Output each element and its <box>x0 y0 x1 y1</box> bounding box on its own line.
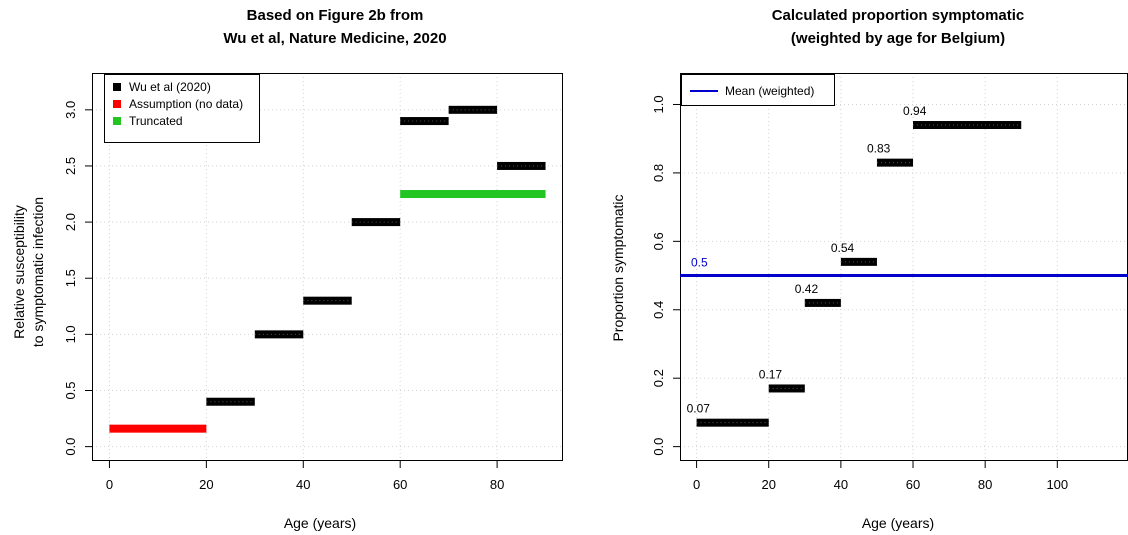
chart1-y-tick-label: 0.8 <box>651 164 666 182</box>
chart0-y-tick-label: 0.0 <box>63 438 78 456</box>
chart0-y-tick-label: 3.0 <box>63 101 78 119</box>
chart0-segment <box>400 190 546 199</box>
chart0-x-tick-label: 0 <box>106 477 113 492</box>
chart1-y-tick-label: 0.2 <box>651 369 666 387</box>
chart1-y-axis-label: Proportion symptomatic <box>610 194 626 341</box>
chart0-x-tick-label: 40 <box>296 477 310 492</box>
chart0-legend-swatch <box>113 100 121 108</box>
chart1-y-tick-label: 1.0 <box>651 95 666 113</box>
chart1-x-tick-label: 0 <box>693 477 700 492</box>
chart1-x-tick-label: 20 <box>761 477 775 492</box>
chart1-data-label: 0.17 <box>759 367 783 381</box>
chart0-plot-frame <box>92 73 563 461</box>
chart1-mean-label: 0.5 <box>691 256 708 270</box>
chart0-x-axis-label: Age (years) <box>284 515 356 531</box>
chart1-x-axis-label: Age (years) <box>862 515 934 531</box>
chart1-title-line: Calculated proportion symptomatic <box>772 7 1025 24</box>
chart1-plot-frame <box>680 73 1128 461</box>
chart1-y-tick-label: 0.0 <box>651 438 666 456</box>
chart0-y-axis-label: Relative susceptibility <box>11 205 27 339</box>
chart1-x-tick-label: 100 <box>1046 477 1068 492</box>
chart1-x-tick-label: 80 <box>978 477 992 492</box>
chart0-y-tick-label: 0.5 <box>63 381 78 399</box>
chart0-y-axis-label: to symptomatic infection <box>30 197 46 347</box>
chart0-y-tick-label: 2.0 <box>63 213 78 231</box>
chart1-data-label: 0.07 <box>687 402 711 416</box>
chart1-legend-label: Mean (weighted) <box>725 84 814 98</box>
chart0-legend-label: Wu et al (2020) <box>129 80 211 94</box>
chart0-x-tick-label: 80 <box>490 477 504 492</box>
chart0-title-line: Based on Figure 2b from <box>247 7 424 24</box>
chart1-segment <box>804 298 841 307</box>
chart1-x-tick-label: 60 <box>906 477 920 492</box>
chart1-data-label: 0.83 <box>867 142 891 156</box>
chart0-legend-swatch <box>113 117 121 125</box>
chart0-legend-box <box>104 74 260 143</box>
chart0-y-tick-label: 2.5 <box>63 157 78 175</box>
chart0-x-tick-label: 20 <box>199 477 213 492</box>
chart0-segment <box>109 424 207 433</box>
chart0-x-tick-label: 60 <box>393 477 407 492</box>
chart0-y-tick-label: 1.0 <box>63 325 78 343</box>
chart0-legend-swatch <box>113 83 121 91</box>
chart1-y-tick-label: 0.4 <box>651 301 666 319</box>
chart1-data-label: 0.54 <box>831 241 855 255</box>
chart1-segment <box>876 158 914 167</box>
chart1-data-label: 0.94 <box>903 104 927 118</box>
chart0-legend-label: Assumption (no data) <box>129 97 243 111</box>
chart0-y-tick-label: 1.5 <box>63 269 78 287</box>
chart1-x-tick-label: 40 <box>834 477 848 492</box>
chart0-title-line: Wu et al, Nature Medicine, 2020 <box>223 30 446 47</box>
chart0-legend-label: Truncated <box>129 114 183 128</box>
chart1-title-line: (weighted by age for Belgium) <box>791 30 1005 47</box>
chart1-segment <box>768 384 805 393</box>
chart1-segment <box>913 121 1022 130</box>
chart1-y-tick-label: 0.6 <box>651 232 666 250</box>
chart1-data-label: 0.42 <box>795 282 819 296</box>
chart1-segment <box>840 257 877 266</box>
